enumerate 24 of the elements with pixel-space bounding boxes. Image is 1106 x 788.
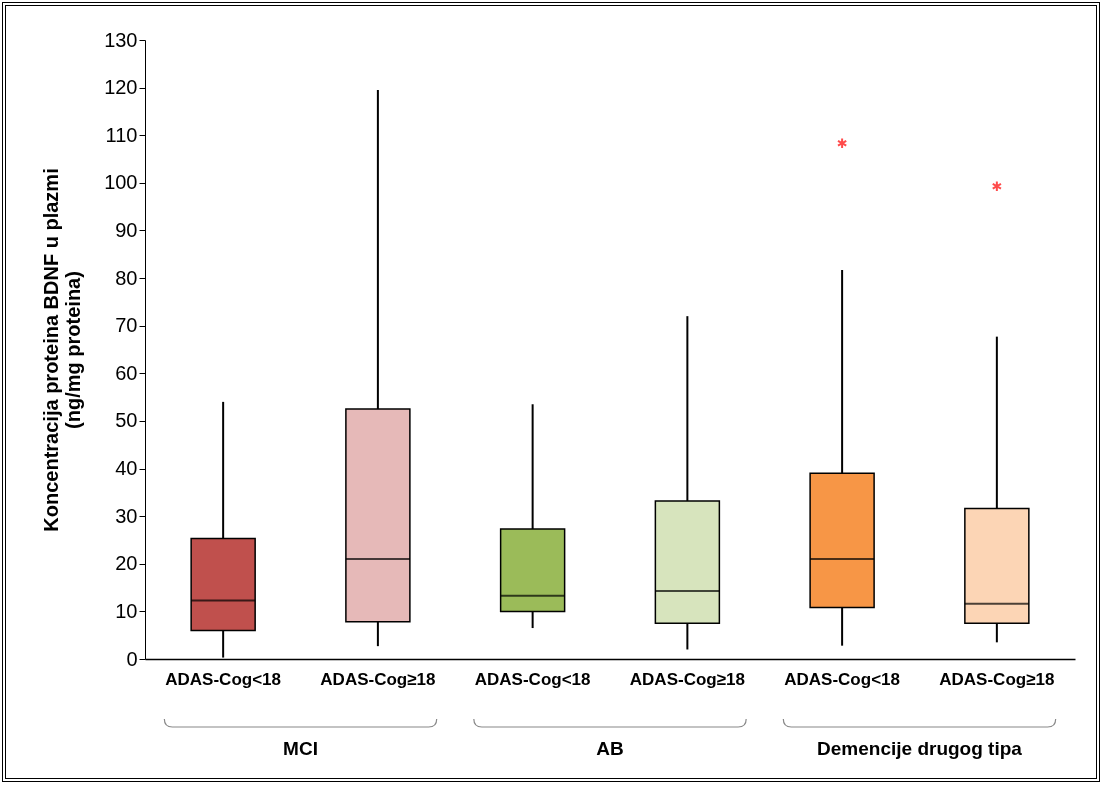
x-tick-label: ADAS-Cog<18 [165, 669, 281, 689]
y-tick-label: 80 [115, 266, 138, 289]
y-tick-label: 50 [115, 409, 138, 432]
text: AB [596, 738, 624, 759]
x-tick-label: ADAS-Cog<18 [474, 669, 591, 689]
y-axis-title: Koncentracija proteina BDNF u plazmi (ng/mg proteina) [40, 168, 85, 532]
y-tick-label: 130 [104, 28, 138, 51]
y-tick-label: 30 [115, 504, 138, 527]
y-tick-label: 60 [115, 361, 138, 384]
text: Demencije drugog tipa [817, 738, 1023, 759]
x-tick-label: ADAS-Cog≥18 [320, 669, 436, 689]
y-tick-label: 40 [115, 457, 138, 480]
x-tick-label: ADAS-Cog<18 [784, 669, 900, 689]
y-tick-label: 0 [126, 647, 138, 670]
y-tick-label: 100 [104, 171, 138, 194]
y-tick-label: 90 [115, 218, 138, 241]
y-tick-label: 120 [104, 76, 138, 99]
y-tick-label: 20 [115, 552, 138, 575]
x-tick-label: ADAS-Cog≥18 [629, 669, 745, 689]
text: MCI [283, 738, 318, 759]
y-tick-label: 10 [115, 599, 138, 622]
x-tick-label: ADAS-Cog≥18 [939, 669, 1055, 689]
y-tick-label: 70 [115, 314, 138, 337]
y-tick-label: 110 [105, 123, 138, 146]
